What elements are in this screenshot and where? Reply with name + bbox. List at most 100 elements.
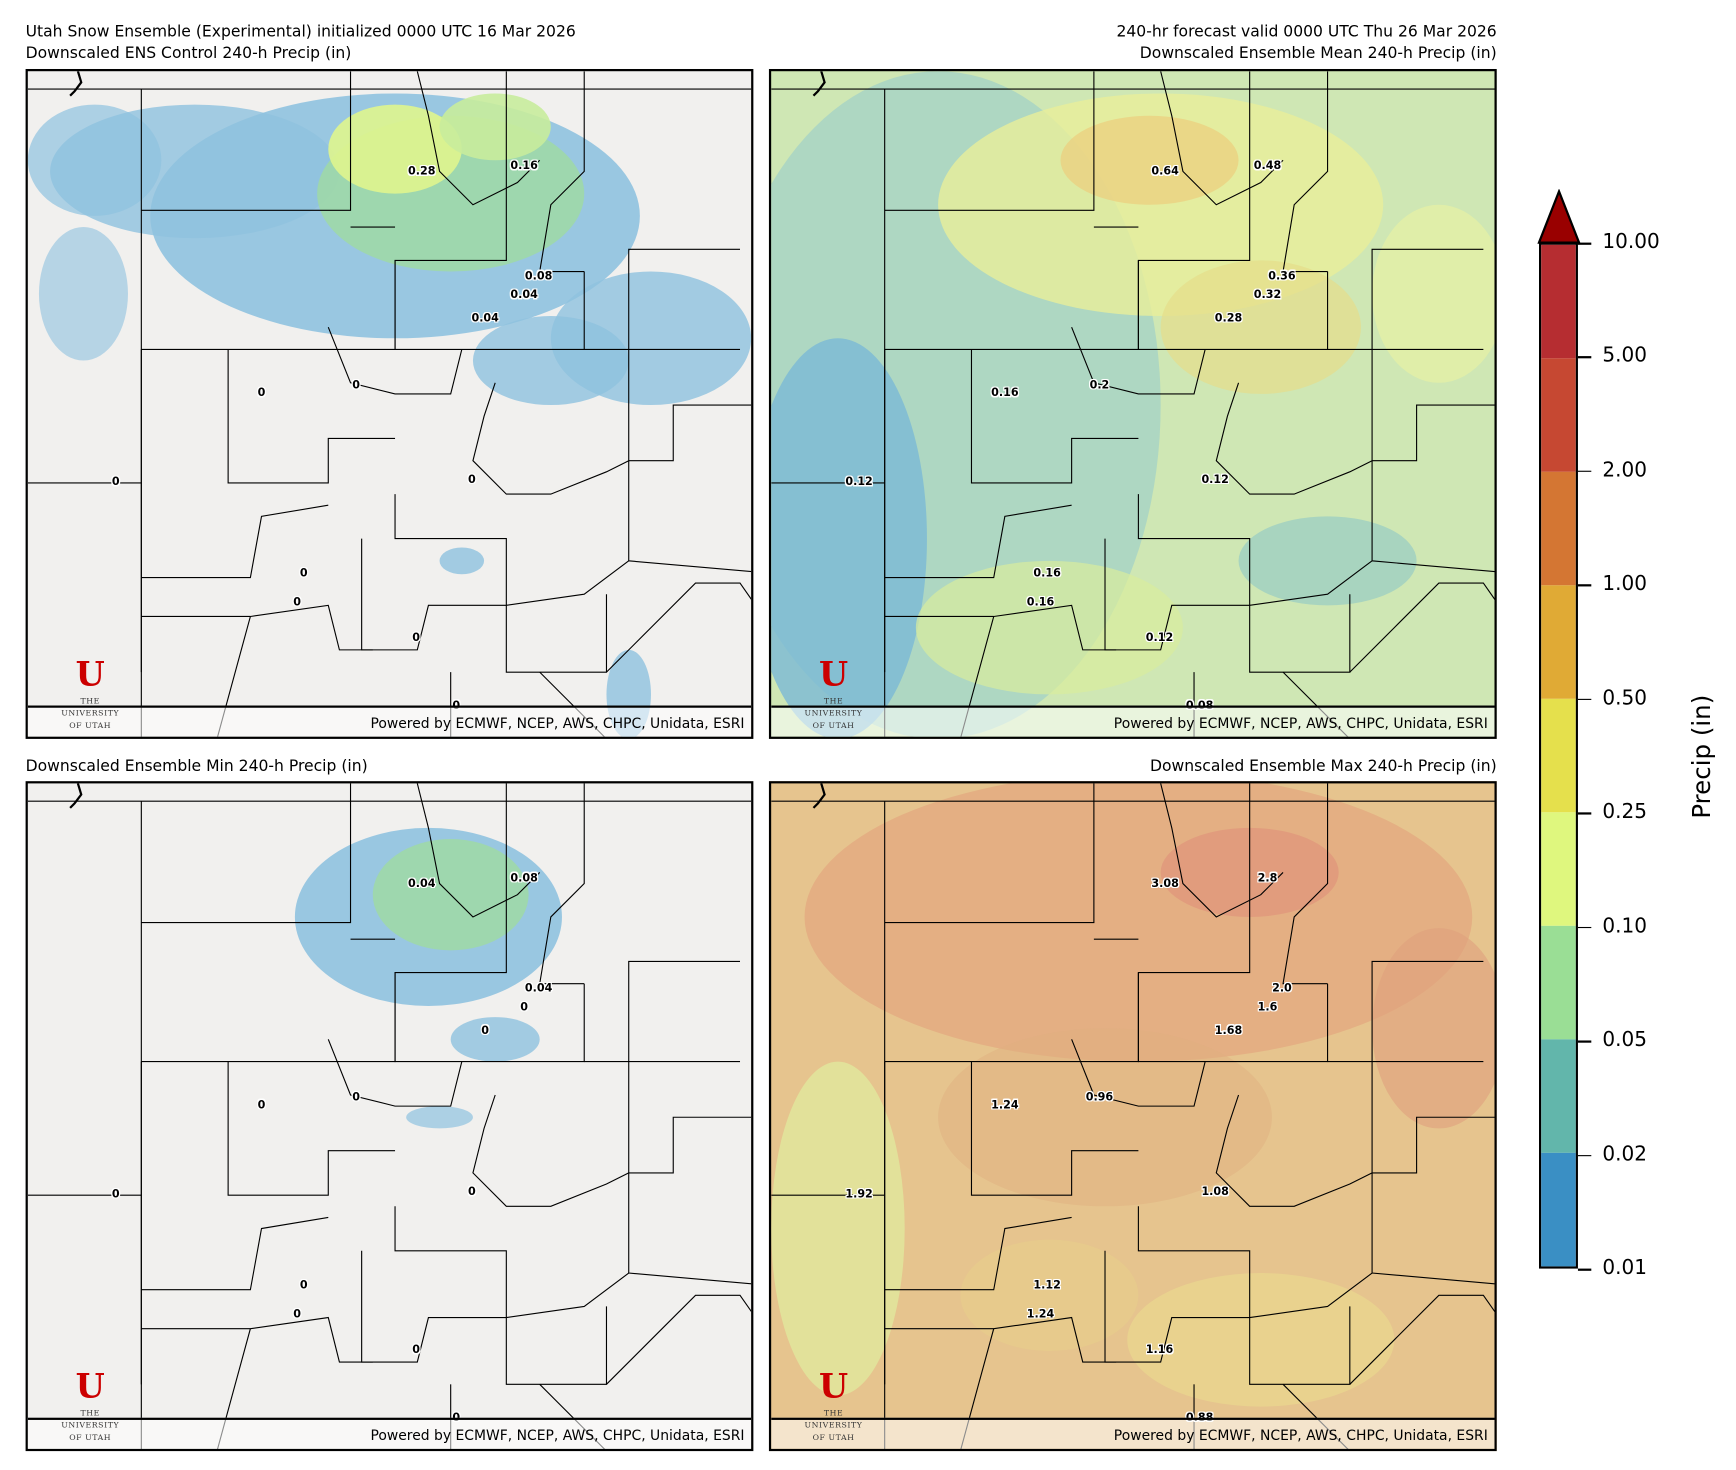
station-value-label: 0.04 [510, 289, 538, 302]
county-boundary [416, 71, 541, 206]
logo-u-mark: U [818, 655, 849, 695]
logo-u-mark: U [75, 655, 105, 695]
station-value-label: 0 [111, 1188, 120, 1201]
county-boundary [361, 538, 507, 651]
precip-contour-region [439, 93, 551, 161]
colorbar-segment [1541, 1152, 1576, 1267]
county-boundary [506, 1272, 630, 1319]
colorbar-tick-label: 0.05 [1602, 1028, 1648, 1052]
panel-title-control: Downscaled ENS Control 240-h Precip (in) [25, 44, 352, 63]
precip-contour-region [938, 93, 1384, 317]
county-boundary [1137, 494, 1251, 606]
precip-contour-region [771, 1061, 905, 1396]
attribution-text: Powered by ECMWF, NCEP, AWS, CHPC, Unida… [1113, 1426, 1488, 1444]
precip-map-control [27, 71, 752, 737]
panel-title-min: Downscaled Ensemble Min 240-h Precip (in… [25, 757, 368, 776]
precip-contour-region [1060, 115, 1239, 205]
station-value-label: 1.24 [1026, 1308, 1055, 1321]
station-value-label: 0 [257, 387, 266, 400]
county-boundary [539, 71, 585, 273]
county-boundary [884, 1316, 1117, 1363]
colorbar-segment [1541, 698, 1576, 813]
precip-map-min [27, 783, 752, 1449]
precip-contour-region [1160, 260, 1361, 394]
colorbar-tick-label: 0.01 [1602, 1256, 1648, 1280]
station-value-label: 1.68 [1214, 1024, 1243, 1038]
colorbar-tick [1577, 698, 1592, 701]
station-value-label: 0.16 [1033, 567, 1061, 580]
colorbar-tick [1577, 584, 1592, 587]
lake-outline [69, 71, 83, 97]
county-boundary [1249, 1306, 1351, 1385]
precip-contour-region [938, 1028, 1272, 1207]
station-value-label: 0.28 [1214, 312, 1243, 325]
lake-outline [812, 71, 826, 97]
colorbar-tick [1577, 1268, 1592, 1271]
map-footer: Powered by ECMWF, NCEP, AWS, CHPC, Unida… [771, 705, 1495, 737]
county-boundary [1327, 960, 1484, 1063]
colorbar-tick-label: 1.00 [1602, 572, 1648, 596]
station-value-label: 0 [299, 567, 308, 580]
logo-text: OF UTAH [812, 721, 855, 730]
county-boundary [884, 504, 1072, 579]
university-of-utah-logo: U THE UNIVERSITY OF UTAH [61, 655, 119, 732]
station-value-label: 3.08 [1151, 877, 1179, 891]
colorbar-tick-label: 0.02 [1602, 1142, 1648, 1166]
station-value-label: 0.12 [1201, 474, 1229, 487]
county-boundary [970, 349, 1139, 484]
county-boundary [1327, 248, 1484, 350]
colorbar [1539, 242, 1578, 1269]
map-footer: Powered by ECMWF, NCEP, AWS, CHPC, Unida… [27, 1417, 752, 1449]
county-boundary [1371, 1172, 1495, 1285]
station-value-label: 1.92 [845, 1188, 873, 1201]
station-value-label: 0.04 [524, 982, 553, 995]
station-value-label: 0 [481, 1024, 490, 1038]
county-boundary [1249, 594, 1351, 673]
station-value-label: 0 [412, 1344, 421, 1357]
precip-contour-region [960, 1239, 1139, 1351]
county-boundary [584, 960, 741, 1063]
county-boundary [1371, 1061, 1495, 1174]
colorbar-tick [1577, 356, 1592, 359]
station-value-label: 0.04 [471, 312, 499, 325]
colorbar-tick [1577, 812, 1592, 815]
county-boundary [1160, 71, 1284, 206]
logo-text: UNIVERSITY [804, 1421, 863, 1430]
colorbar-tick-label: 0.25 [1602, 800, 1648, 824]
county-boundary [1215, 1094, 1373, 1207]
lake-outline [69, 783, 83, 809]
station-value-label: 0.36 [1268, 270, 1296, 283]
station-value-label: 0 [352, 379, 360, 392]
colorbar-label: Precip (in) [1688, 694, 1717, 819]
county-boundary [472, 1094, 629, 1207]
precip-map-mean [771, 71, 1495, 737]
logo-text: UNIVERSITY [804, 708, 863, 718]
station-value-label: 0.12 [845, 476, 873, 489]
logo-text: UNIVERSITY [61, 1421, 120, 1430]
colorbar-tick-label: 5.00 [1602, 344, 1648, 368]
logo-text: OF UTAH [69, 721, 112, 730]
county-boundary [505, 1306, 608, 1385]
county-boundary [505, 594, 608, 673]
county-boundary [1160, 783, 1284, 918]
map-panel-mean: 0.64 0.48 0.36 0.32 0.28 0.16 0.2 0.12 0.12 0.16 0… [768, 68, 1497, 739]
county-boundary [472, 382, 629, 495]
precip-map-max [771, 783, 1495, 1449]
station-value-label: 0 [467, 474, 476, 487]
county-boundary [1104, 538, 1250, 651]
colorbar-tick-label: 10.00 [1602, 230, 1660, 254]
precip-contour-region [450, 1017, 540, 1062]
county-boundary [606, 1294, 752, 1385]
precip-contour-region [1372, 204, 1495, 383]
station-value-label: 0.32 [1253, 289, 1282, 302]
colorbar-segment [1541, 812, 1576, 926]
county-boundary [628, 1061, 752, 1174]
map-panel-max: 3.08 2.8 2.0 1.6 1.68 1.24 0.96 1.92 1.08 1.12 1.2… [768, 781, 1497, 1452]
county-boundary [1104, 1250, 1250, 1363]
colorbar-tick [1577, 242, 1592, 245]
county-boundary [394, 1206, 507, 1318]
colorbar-segment [1541, 925, 1576, 1040]
precip-contour-region [915, 560, 1183, 695]
station-value-label: 1.6 [1257, 1001, 1278, 1014]
colorbar-segment [1541, 358, 1576, 472]
